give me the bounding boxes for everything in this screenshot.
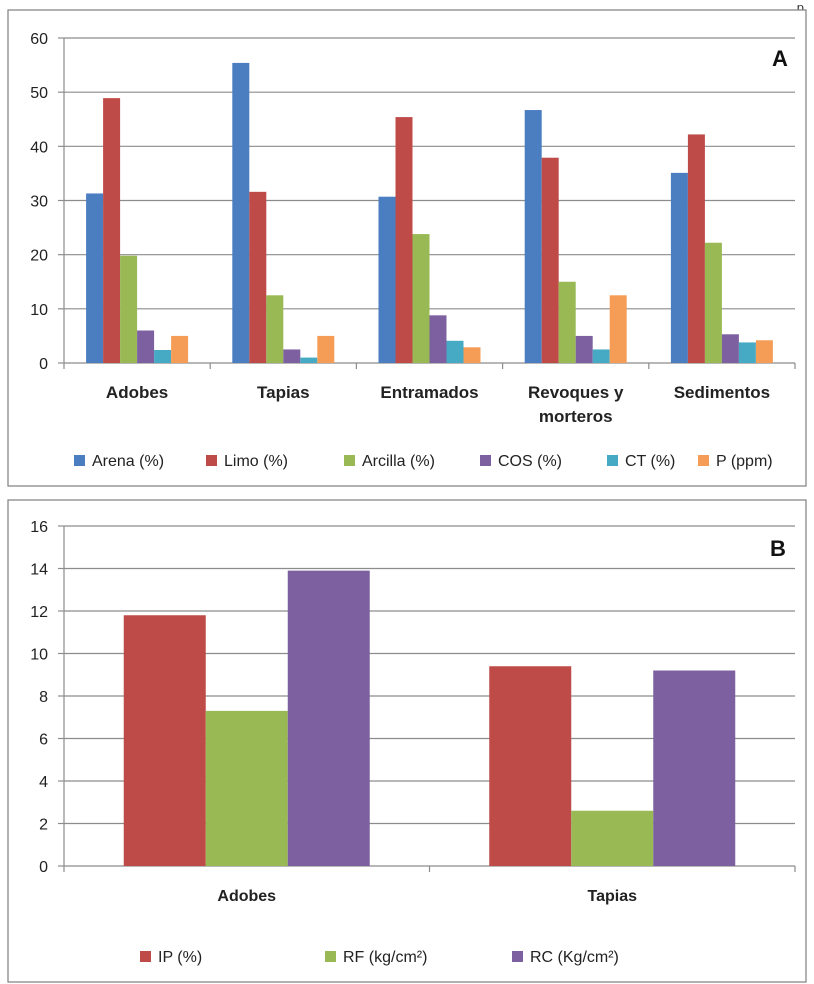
x-category-label: Tapias <box>257 383 310 402</box>
chart-panel-b: 0 2 4 6 8 10 12 14 16 Adobes Tapias B IP (%) RF (kg/c… <box>7 499 807 983</box>
x-category-label: Tapias <box>588 888 638 905</box>
legend-swatch-ip <box>140 951 151 962</box>
bar-ip-adobes <box>123 615 206 866</box>
bar-p-ppm-adobes <box>171 335 189 363</box>
bar-arcilla-revoques-y-morteros <box>558 281 576 363</box>
y-tick-label: 0 <box>39 356 48 373</box>
bar-rf-kg-cm-tapias <box>571 810 654 866</box>
legend-label-rc-kg-cm: RC (Kg/cm²) <box>530 949 619 966</box>
bar-limo-sedimentos <box>687 134 705 363</box>
panel-label: A <box>772 46 788 71</box>
y-tick-label: 10 <box>30 647 48 664</box>
chart-panel-a: 0 10 20 30 40 50 60 Adobes Tapias Entramados Revoq… <box>7 9 807 487</box>
bar-arcilla-sedimentos <box>704 242 722 363</box>
bar-arena-revoques-y-morteros <box>524 110 542 364</box>
bar-limo-tapias <box>249 191 267 363</box>
y-tick-label: 0 <box>39 859 48 876</box>
bar-cos-adobes <box>137 330 155 363</box>
legend-label-cos: COS (%) <box>498 453 562 470</box>
legend-label-p-ppm: P (ppm) <box>716 453 773 470</box>
bar-cos-revoques-y-morteros <box>575 335 593 363</box>
x-category-label: Adobes <box>106 383 168 402</box>
legend-label-ct: CT (%) <box>625 453 675 470</box>
bar-cos-tapias <box>283 349 301 363</box>
bar-ct-revoques-y-morteros <box>592 349 610 363</box>
y-tick-label: 4 <box>39 774 48 791</box>
legend-swatch-limo <box>206 455 217 466</box>
x-category-label: Entramados <box>380 383 478 402</box>
y-tick-label: 50 <box>30 85 48 102</box>
bar-ct-sedimentos <box>738 342 756 363</box>
bar-arena-entramados <box>378 196 396 363</box>
x-category-label: Sedimentos <box>674 383 770 402</box>
y-tick-label: 20 <box>30 248 48 265</box>
bar-limo-adobes <box>103 98 121 363</box>
y-tick-label: 30 <box>30 194 48 211</box>
bar-ct-adobes <box>154 350 172 363</box>
bar-arcilla-adobes <box>120 255 138 363</box>
bar-p-ppm-revoques-y-morteros <box>609 295 627 363</box>
bar-limo-revoques-y-morteros <box>541 157 559 363</box>
bar-limo-entramados <box>395 117 413 363</box>
y-tick-label: 40 <box>30 139 48 156</box>
y-tick-label: 2 <box>39 817 48 834</box>
bar-arcilla-entramados <box>412 234 430 363</box>
bar-rf-kg-cm-adobes <box>205 710 288 866</box>
legend-swatch-arena <box>74 455 85 466</box>
legend-swatch-rc-kg-cm <box>512 951 523 962</box>
bar-p-ppm-sedimentos <box>755 340 773 363</box>
bar-ct-entramados <box>446 340 464 363</box>
bar-rc-kg-cm-adobes <box>287 570 370 866</box>
bar-ct-tapias <box>300 357 318 363</box>
y-tick-label: 60 <box>30 31 48 48</box>
legend-swatch-p-ppm <box>698 455 709 466</box>
legend-label-arcilla: Arcilla (%) <box>362 453 435 470</box>
bar-arena-tapias <box>232 62 250 364</box>
bar-arena-sedimentos <box>670 172 688 363</box>
x-category-label: Revoques y morteros <box>528 383 624 426</box>
bar-ip-tapias <box>489 666 572 866</box>
legend-label-arena: Arena (%) <box>92 453 164 470</box>
y-tick-label: 10 <box>30 302 48 319</box>
legend-label-rf-kg-cm: RF (kg/cm²) <box>343 949 427 966</box>
bar-cos-sedimentos <box>721 334 739 363</box>
bar-p-ppm-tapias <box>317 335 335 363</box>
y-tick-label: 12 <box>30 604 48 621</box>
bar-arena-adobes <box>86 193 104 363</box>
page-fragment-text: p <box>796 0 804 15</box>
x-category-label: Adobes <box>217 888 276 905</box>
y-tick-label: 8 <box>39 689 48 706</box>
legend-label-ip: IP (%) <box>158 949 202 966</box>
y-tick-label: 6 <box>39 732 48 749</box>
bar-arcilla-tapias <box>266 295 284 363</box>
bar-p-ppm-entramados <box>463 347 481 363</box>
y-tick-label: 14 <box>30 562 48 579</box>
panel-label: B <box>770 536 786 561</box>
legend-swatch-rf-kg-cm <box>325 951 336 962</box>
legend-swatch-ct <box>607 455 618 466</box>
bar-cos-entramados <box>429 315 447 363</box>
legend-swatch-arcilla <box>344 455 355 466</box>
bar-rc-kg-cm-tapias <box>653 670 736 866</box>
legend-swatch-cos <box>480 455 491 466</box>
legend-label-limo: Limo (%) <box>224 453 288 470</box>
y-tick-label: 16 <box>30 519 48 536</box>
